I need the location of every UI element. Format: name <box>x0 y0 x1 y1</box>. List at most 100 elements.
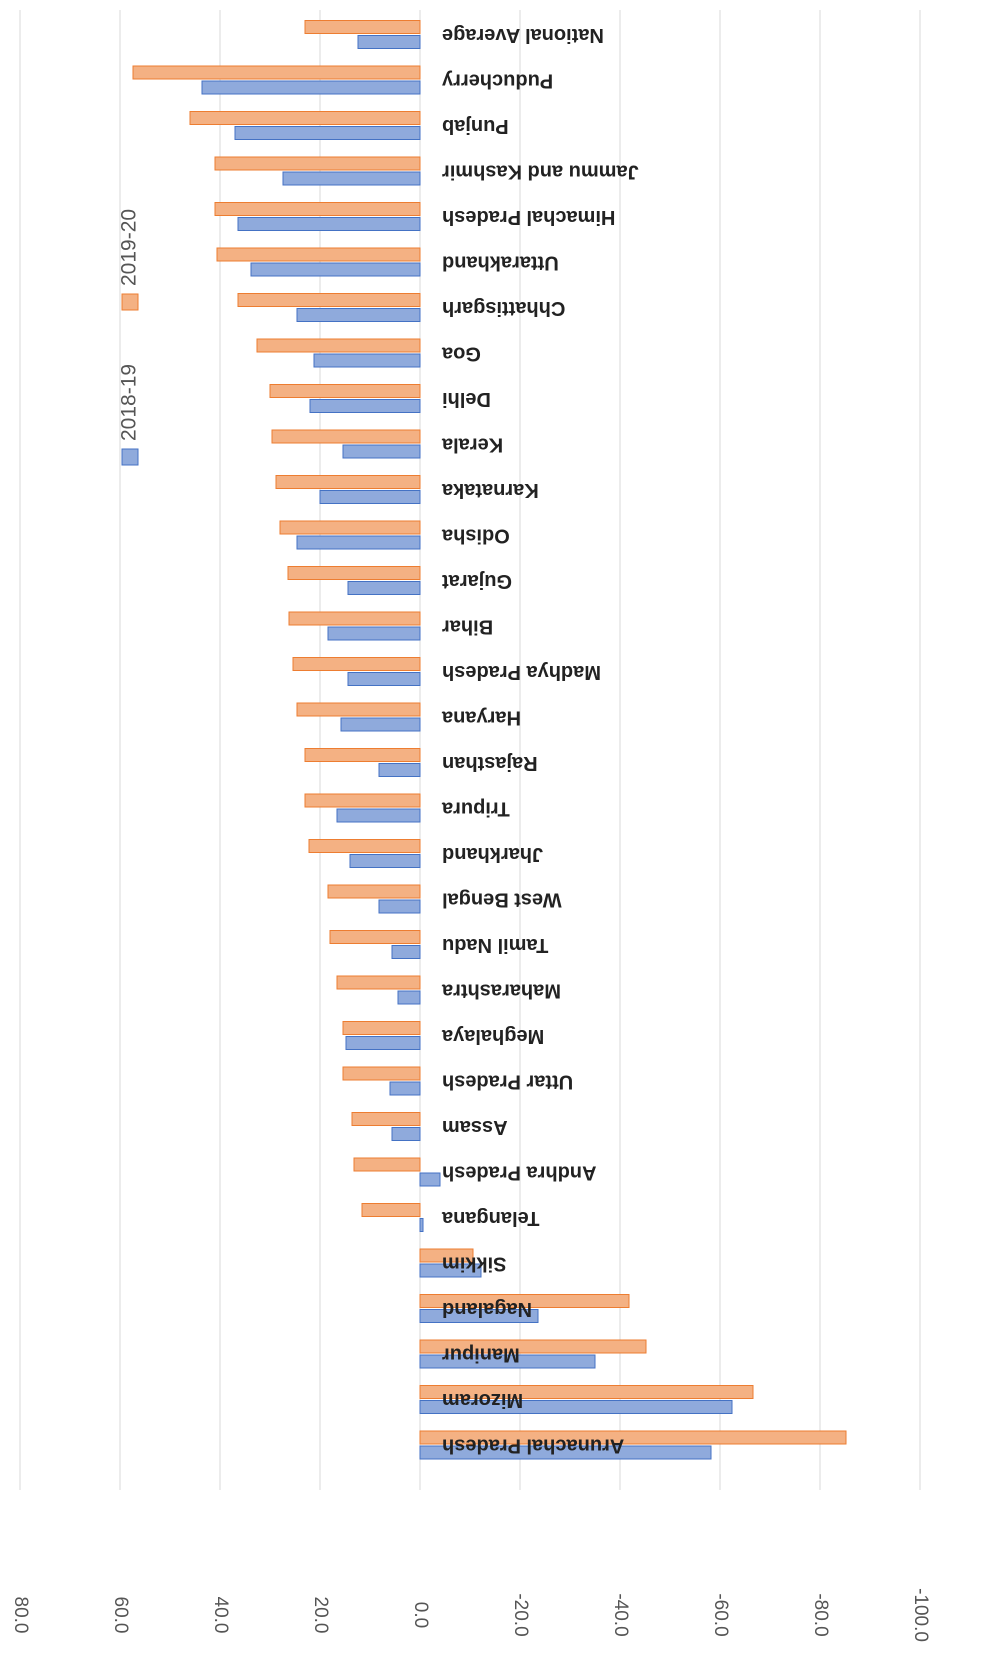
bar <box>336 808 421 823</box>
bar <box>309 399 421 413</box>
bar <box>378 763 421 777</box>
bar <box>288 611 421 626</box>
category-label: West Bengal <box>442 889 562 911</box>
bar <box>287 566 421 580</box>
bar <box>351 1112 421 1126</box>
category-label: Karnataka <box>441 479 539 501</box>
bar <box>214 156 421 171</box>
bar <box>296 535 421 550</box>
bar <box>419 1172 441 1187</box>
bar <box>329 930 421 944</box>
bar <box>132 65 421 80</box>
category-label: Manipur <box>442 1344 520 1366</box>
bar <box>419 1339 647 1354</box>
bar <box>214 202 421 216</box>
bar <box>391 1127 421 1141</box>
bar <box>189 111 421 125</box>
legend-swatch <box>121 293 139 311</box>
category-label: Tamil Nadu <box>442 934 548 956</box>
category-label: Bihar <box>442 616 493 638</box>
x-tick-label: -80.0 <box>810 1593 831 1636</box>
category-label: Goa <box>441 343 481 365</box>
bar <box>391 945 421 959</box>
x-tick-label: 0.0 <box>410 1602 431 1628</box>
category-label: Maharashtra <box>441 980 561 1002</box>
x-tick-label: -100.0 <box>910 1588 931 1642</box>
rotated-chart: -100.0 -80.0 -60.0 -40.0 -20.0 0.0 20.0 40.0 60.… <box>10 10 931 1642</box>
category-label: Sikkim <box>442 1253 506 1275</box>
bar <box>275 475 421 489</box>
category-label: Gujarat <box>442 570 512 592</box>
bar <box>340 717 421 732</box>
category-label: Himachal Pradesh <box>442 206 615 228</box>
bar <box>345 1036 421 1050</box>
bar <box>237 217 421 231</box>
bar <box>419 1445 712 1460</box>
x-tick-label: -40.0 <box>610 1593 631 1636</box>
bar <box>292 657 421 671</box>
legend: 2018-19 2019-20 <box>118 209 141 466</box>
category-label: Mizoram <box>442 1389 523 1411</box>
category-label: Chhattisgarh <box>442 297 565 319</box>
category-label: National Average <box>442 24 604 46</box>
bar <box>308 839 421 853</box>
category-label: Kerala <box>441 434 503 456</box>
category-label: Telangana <box>441 1207 539 1229</box>
legend-label: 2018-19 <box>118 364 141 441</box>
bar <box>304 748 421 762</box>
category-label: Haryana <box>441 707 521 729</box>
category-label: Tripura <box>441 798 510 820</box>
bar <box>357 35 421 49</box>
bar <box>319 490 421 504</box>
bar <box>347 672 421 686</box>
bar <box>419 1385 754 1399</box>
category-label: Punjab <box>442 115 509 137</box>
bar <box>271 429 421 444</box>
bar <box>342 1066 421 1081</box>
category-label: Andhra Pradesh <box>442 1162 596 1184</box>
x-tick-label: 60.0 <box>110 1597 131 1634</box>
category-label: Rajasthan <box>442 752 538 774</box>
category-label: Puducherry <box>441 70 553 92</box>
bar <box>327 884 421 899</box>
category-label: Uttar Pradesh <box>442 1071 573 1093</box>
legend-swatch <box>121 448 139 466</box>
bar <box>419 1294 630 1308</box>
bar <box>256 338 421 353</box>
bar <box>419 1248 474 1263</box>
bar <box>201 80 421 95</box>
category-label: Assam <box>442 1116 508 1138</box>
category-label: Madhya Pradesh <box>442 661 601 683</box>
bar <box>336 975 421 990</box>
bar <box>342 1021 421 1035</box>
bar <box>419 1400 733 1414</box>
x-tick-label: 40.0 <box>210 1597 231 1634</box>
bar <box>250 262 421 277</box>
bar <box>304 793 421 808</box>
bar <box>269 384 421 398</box>
bar <box>397 990 421 1005</box>
category-label: Meghalaya <box>441 1025 544 1047</box>
bar <box>349 854 421 868</box>
bar <box>279 520 421 535</box>
bar <box>419 1430 847 1445</box>
bar <box>327 626 421 641</box>
legend-label: 2019-20 <box>118 209 141 286</box>
bar <box>282 171 421 186</box>
category-label: Arunachal Pradesh <box>442 1435 624 1457</box>
x-tick-label: -20.0 <box>510 1593 531 1636</box>
category-label: Delhi <box>442 388 491 410</box>
bar <box>304 20 421 34</box>
category-label: Jammu and Kashmir <box>442 161 639 183</box>
bar <box>313 353 421 368</box>
x-tick-label: -60.0 <box>710 1593 731 1636</box>
category-label: Jharkhand <box>442 843 543 865</box>
category-label: Odisha <box>441 525 510 547</box>
bar <box>234 126 421 140</box>
bar <box>296 702 421 717</box>
bar <box>347 581 421 595</box>
bar <box>353 1157 421 1172</box>
x-tick-label: 80.0 <box>10 1597 31 1634</box>
bar <box>237 293 421 307</box>
